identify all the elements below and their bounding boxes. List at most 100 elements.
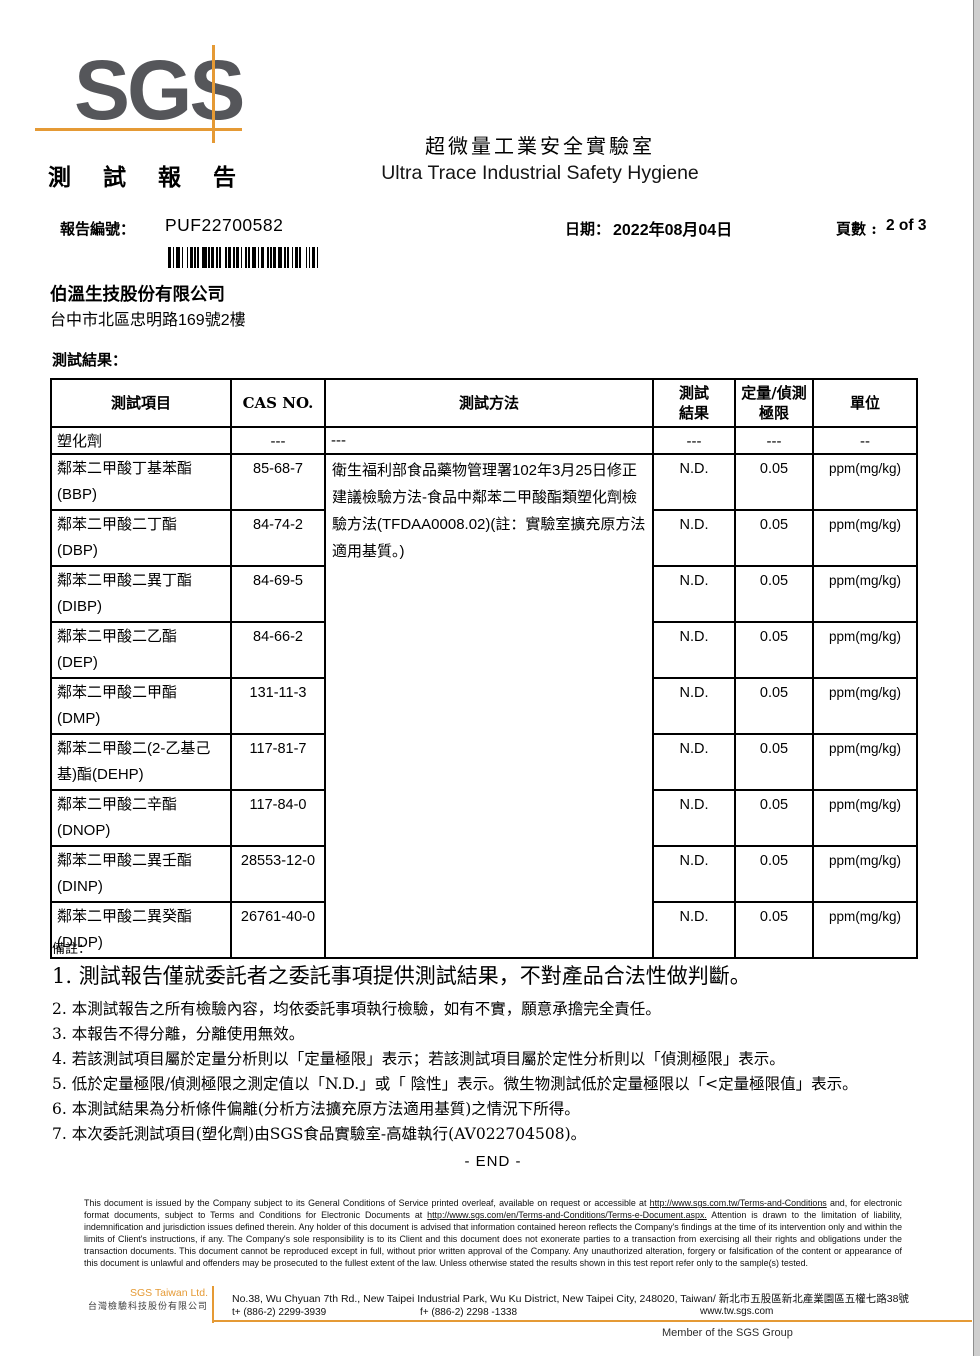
legal-text: This document is issued by the Company s… xyxy=(84,1198,650,1208)
lab-title-chinese: 超微量工業安全實驗室 xyxy=(425,134,655,158)
cas-number: 26761-40-0 xyxy=(230,901,326,959)
footer-website-link[interactable]: www.tw.sgs.com xyxy=(700,1306,774,1317)
col-header-limit: 定量/偵測 極限 xyxy=(734,378,814,428)
footer-address: No.38, Wu Chyuan 7th Rd., New Taipei Ind… xyxy=(232,1293,909,1305)
item-name: 鄰苯二甲酸二異壬酯 (DINP) xyxy=(50,845,232,903)
cas-number: 131-11-3 xyxy=(230,677,326,735)
footer-vertical-rule xyxy=(212,1286,214,1323)
note-item: 6. 本測試結果為分析條件偏離(分析方法擴充原方法適用基質)之情況下所得。 xyxy=(52,1100,580,1118)
cas-number: 117-81-7 xyxy=(230,733,326,791)
unit: ppm(mg/kg) xyxy=(812,789,918,847)
category-result: --- xyxy=(652,426,736,455)
col-header-unit: 單位 xyxy=(812,378,918,428)
report-title: 測 試 報 告 xyxy=(48,164,249,191)
report-number-value: PUF22700582 xyxy=(165,215,284,235)
page-count-value: 2 of 3 xyxy=(886,217,927,234)
page-count-label: 頁數 : xyxy=(836,220,877,238)
item-line2: (DNOP) xyxy=(57,822,111,839)
client-address: 台中市北區忠明路169號2樓 xyxy=(50,312,246,329)
test-result: N.D. xyxy=(652,901,736,959)
item-name: 鄰苯二甲酸二異丁酯 (DIBP) xyxy=(50,565,232,623)
item-line1: 鄰苯二甲酸二丁酯 xyxy=(57,516,178,533)
detection-limit: 0.05 xyxy=(734,565,814,623)
unit: ppm(mg/kg) xyxy=(812,901,918,959)
table-row: 鄰苯二甲酸二甲酯 (DMP) 131-11-3 N.D. 0.05 ppm(mg/… xyxy=(50,677,918,735)
category-item: 塑化劑 xyxy=(50,426,232,455)
detection-limit: 0.05 xyxy=(734,509,814,567)
results-table: 測試項目 CAS NO. 測試方法 測試 結果 定量/偵測 極限 單位 塑化劑 … xyxy=(50,378,918,959)
detection-limit: 0.05 xyxy=(734,733,814,791)
note-item: 4. 若該測試項目屬於定量分析則以「定量極限」表示；若該測試項目屬於定性分析則以… xyxy=(52,1050,785,1068)
note-item: 3. 本報告不得分離，分離使用無效。 xyxy=(52,1025,305,1043)
col-header-result-line1: 測試 xyxy=(678,384,709,402)
item-line1: 鄰苯二甲酸二(2-乙基己 xyxy=(57,740,211,757)
col-header-result-line2: 結果 xyxy=(678,404,709,422)
legal-text: Attention is drawn to the limitation of … xyxy=(84,1209,903,1268)
item-line1: 鄰苯二甲酸二乙酯 xyxy=(57,628,178,645)
item-name: 鄰苯二甲酸二乙酯 (DEP) xyxy=(50,621,232,679)
category-row: 塑化劑 --- --- --- --- -- xyxy=(50,426,918,455)
table-header-row: 測試項目 CAS NO. 測試方法 測試 結果 定量/偵測 極限 單位 xyxy=(50,378,918,428)
unit: ppm(mg/kg) xyxy=(812,733,918,791)
item-name: 鄰苯二甲酸二異癸酯 (DIDP) xyxy=(50,901,232,959)
sgs-logo: SGS xyxy=(74,43,245,137)
item-line2: (DEP) xyxy=(57,654,98,671)
legal-disclaimer: This document is issued by the Company s… xyxy=(84,1198,902,1269)
notes-section: 備註： 1. 測試報告僅就委託者之委託事項提供測試結果，不對產品合法性做判斷。 … xyxy=(52,938,934,1170)
test-result: N.D. xyxy=(652,453,736,511)
item-line1: 鄰苯二甲酸二辛酯 xyxy=(57,796,178,813)
table-row: 鄰苯二甲酸丁基苯酯 (BBP) 85-68-7 衛生福利部食品藥物管理署102年3… xyxy=(50,453,918,959)
note-item: 2. 本測試報告之所有檢驗內容，均依委託事項執行檢驗，如有不實，願意承擔完全責任… xyxy=(52,1000,661,1018)
item-line1: 鄰苯二甲酸二甲酯 xyxy=(57,684,178,701)
cas-number: 28553-12-0 xyxy=(230,845,326,903)
e-document-terms-link[interactable]: http://www.sgs.com/en/Terms-and-Conditio… xyxy=(427,1209,707,1220)
report-number-label: 報告編號： xyxy=(60,220,136,238)
test-result: N.D. xyxy=(652,565,736,623)
table-row: 鄰苯二甲酸二異壬酯 (DINP) 28553-12-0 N.D. 0.05 ppm… xyxy=(50,845,918,903)
item-line2: (DIDP) xyxy=(57,934,103,951)
item-line1: 鄰苯二甲酸二異癸酯 xyxy=(57,908,193,925)
test-result: N.D. xyxy=(652,733,736,791)
results-section-label: 測試結果： xyxy=(52,351,128,369)
table-row: 鄰苯二甲酸二乙酯 (DEP) 84-66-2 N.D. 0.05 ppm(mg/k… xyxy=(50,621,918,679)
unit: ppm(mg/kg) xyxy=(812,565,918,623)
sgs-group-member-label: Member of the SGS Group xyxy=(662,1327,793,1339)
terms-link[interactable]: http://www.sgs.com.tw/Terms-and-Conditio… xyxy=(649,1198,827,1208)
unit: ppm(mg/kg) xyxy=(812,677,918,735)
table-row: 鄰苯二甲酸二異癸酯 (DIDP) 26761-40-0 N.D. 0.05 ppm… xyxy=(50,901,918,959)
item-line1: 鄰苯二甲酸丁基苯酯 xyxy=(57,460,193,477)
client-name: 伯溫生技股份有限公司 xyxy=(50,284,225,304)
col-header-limit-line2: 極限 xyxy=(758,404,789,422)
category-limit: --- xyxy=(734,426,814,455)
item-line2: (DIBP) xyxy=(57,598,102,615)
test-result: N.D. xyxy=(652,845,736,903)
legal-text: and, for electronic format documents, su… xyxy=(84,1198,902,1220)
cas-number: 84-74-2 xyxy=(230,509,326,567)
item-name: 鄰苯二甲酸二甲酯 (DMP) xyxy=(50,677,232,735)
item-name: 鄰苯二甲酸二辛酯 (DNOP) xyxy=(50,789,232,847)
item-line2: (DMP) xyxy=(57,710,101,727)
footer-company-en: SGS Taiwan Ltd. xyxy=(129,1287,208,1299)
scan-edge xyxy=(973,0,980,1356)
footer-company-cn: 台灣檢驗科技股份有限公司 xyxy=(87,1302,208,1312)
detection-limit: 0.05 xyxy=(734,789,814,847)
footer-fax: f+ (886-2) 2298 -1338 xyxy=(420,1307,518,1318)
unit: ppm(mg/kg) xyxy=(812,621,918,679)
category-unit: -- xyxy=(812,426,918,455)
logo-vertical-rule xyxy=(212,45,215,143)
barcode xyxy=(168,247,321,268)
end-marker: - END - xyxy=(464,1153,522,1170)
note-item: 1. 測試報告僅就委託者之委託事項提供測試結果，不對產品合法性做判斷。 xyxy=(52,964,751,988)
date-label: 日期： xyxy=(565,220,611,238)
category-method: --- xyxy=(324,426,654,455)
test-result: N.D. xyxy=(652,677,736,735)
item-line2: 基)酯(DEHP) xyxy=(57,766,144,783)
cas-number: 84-66-2 xyxy=(230,621,326,679)
detection-limit: 0.05 xyxy=(734,677,814,735)
col-header-result: 測試 結果 xyxy=(652,378,736,428)
test-result: N.D. xyxy=(652,509,736,567)
item-name: 鄰苯二甲酸二丁酯 (DBP) xyxy=(50,509,232,567)
item-name: 鄰苯二甲酸二(2-乙基己 基)酯(DEHP) xyxy=(50,733,232,791)
item-line1: 鄰苯二甲酸二異壬酯 xyxy=(57,852,193,869)
